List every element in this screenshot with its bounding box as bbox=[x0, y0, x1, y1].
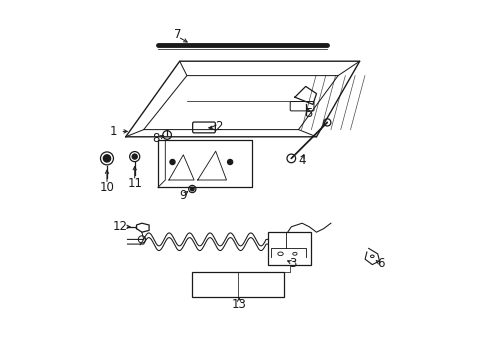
Text: 8: 8 bbox=[152, 132, 160, 145]
Text: 1: 1 bbox=[109, 125, 117, 138]
Circle shape bbox=[227, 159, 232, 165]
Bar bbox=[192, 272, 284, 297]
Text: 7: 7 bbox=[174, 28, 181, 41]
FancyBboxPatch shape bbox=[289, 102, 313, 111]
Text: 2: 2 bbox=[215, 120, 223, 133]
Circle shape bbox=[170, 159, 175, 165]
Text: 12: 12 bbox=[113, 220, 127, 233]
Circle shape bbox=[190, 187, 194, 191]
Bar bbox=[267, 232, 310, 265]
Text: 10: 10 bbox=[100, 181, 114, 194]
Text: 5: 5 bbox=[305, 107, 312, 120]
Text: 11: 11 bbox=[127, 177, 142, 190]
Text: 9: 9 bbox=[179, 189, 186, 202]
Text: 13: 13 bbox=[231, 298, 246, 311]
Text: 4: 4 bbox=[298, 154, 305, 167]
Circle shape bbox=[103, 155, 110, 162]
Text: 6: 6 bbox=[376, 257, 384, 270]
Circle shape bbox=[132, 154, 137, 159]
Text: 3: 3 bbox=[289, 257, 296, 270]
FancyBboxPatch shape bbox=[192, 122, 215, 133]
